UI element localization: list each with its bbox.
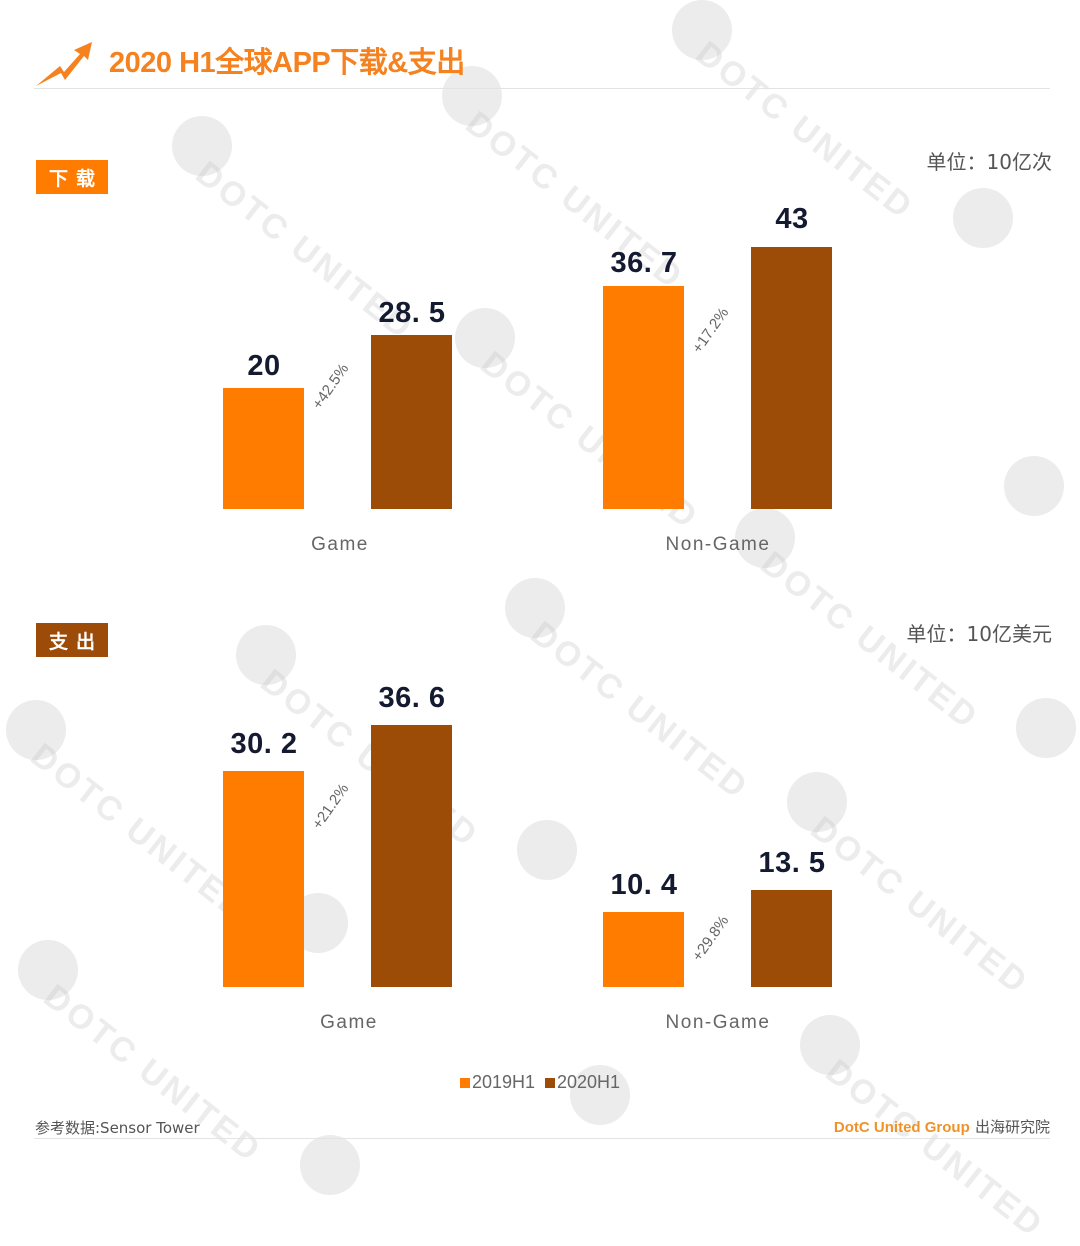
watermark-logo — [1004, 456, 1064, 516]
bar-game-2019 — [223, 771, 304, 987]
value-label: 10. 4 — [610, 869, 678, 901]
watermark-logo — [18, 940, 78, 1000]
section-badge-downloads: 下载 — [36, 160, 108, 194]
growth-annotation: +21.2% — [308, 780, 353, 833]
bar-game-2020 — [371, 335, 452, 509]
legend-swatch-icon — [459, 1077, 470, 1088]
watermark-logo — [787, 772, 847, 832]
watermark-logo — [517, 820, 577, 880]
page-title: 2020 H1全球APP下载&支出 — [109, 47, 465, 79]
legend-swatch-icon — [545, 1077, 555, 1088]
legend-item-2019: 2019H1 — [459, 1072, 535, 1093]
chart-legend: 2019H1 2020H1 — [0, 1072, 1080, 1093]
section-badge-spending: 支出 — [36, 623, 108, 657]
bar-nongame-2019 — [603, 286, 684, 509]
growth-annotation: +17.2% — [688, 304, 733, 357]
trend-up-arrow-icon — [34, 40, 94, 88]
title-divider — [34, 88, 1050, 89]
growth-annotation: +29.8% — [688, 912, 733, 965]
bar-game-2020 — [371, 725, 452, 987]
value-label: 43 — [775, 203, 809, 235]
value-label: 30. 2 — [230, 728, 298, 760]
category-label: Non-Game — [665, 1012, 771, 1033]
watermark-text: DOTC UNITED — [688, 34, 922, 228]
watermark-text: DOTC UNITED — [803, 809, 1037, 1003]
watermark-logo — [800, 1015, 860, 1075]
data-source: 参考数据:Sensor Tower — [35, 1119, 200, 1137]
watermark-logo — [570, 1065, 630, 1125]
footer-divider — [34, 1138, 1050, 1139]
brand-credit: DotC United Group 出海研究院 — [834, 1116, 1050, 1137]
bar-nongame-2020 — [751, 247, 832, 509]
watermark-text: DOTC UNITED — [23, 736, 257, 930]
bar-nongame-2019 — [603, 912, 684, 987]
bar-nongame-2020 — [751, 890, 832, 987]
watermark-logo — [953, 188, 1013, 248]
watermark-logo — [442, 66, 502, 126]
watermark-logo — [672, 0, 732, 60]
watermark-logo — [172, 116, 232, 176]
category-label: Game — [320, 1012, 378, 1033]
value-label: 36. 6 — [378, 682, 446, 714]
watermark-logo — [455, 308, 515, 368]
value-label: 28. 5 — [378, 297, 446, 329]
brand-name-cn: 出海研究院 — [974, 1118, 1050, 1136]
watermark-logo — [1016, 698, 1076, 758]
unit-label-downloads: 单位：10亿次 — [926, 150, 1052, 174]
watermark-logo — [735, 508, 795, 568]
value-label: 20 — [247, 350, 281, 382]
watermark-text: DOTC UNITED — [523, 614, 757, 808]
category-label: Game — [311, 534, 369, 555]
bar-game-2019 — [223, 388, 304, 509]
brand-name-en: DotC United Group — [833, 1119, 970, 1136]
category-label: Non-Game — [665, 534, 771, 555]
watermark-logo — [505, 578, 565, 638]
unit-label-spending: 单位：10亿美元 — [906, 622, 1052, 646]
value-label: 13. 5 — [758, 847, 826, 879]
watermark-logo — [6, 700, 66, 760]
legend-label: 2020H1 — [557, 1072, 621, 1092]
legend-label: 2019H1 — [471, 1072, 535, 1092]
value-label: 36. 7 — [610, 247, 678, 279]
legend-item-2020: 2020H1 — [545, 1072, 620, 1093]
watermark-logo — [300, 1135, 360, 1195]
watermark-logo — [236, 625, 296, 685]
